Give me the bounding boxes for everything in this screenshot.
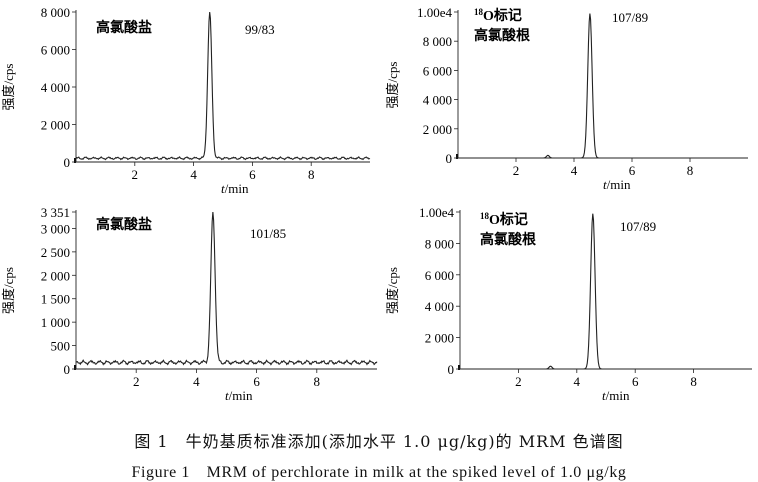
y-tick-label: 8 000 (41, 5, 70, 20)
transition-label: 101/85 (250, 226, 286, 241)
chart-panel: 2 4 6 8 0 2 000 4 000 6 000 8 000 高氯酸盐 99/83 t/min 强… (1, 5, 371, 196)
x-tick-label: 8 (308, 167, 315, 182)
transition-label: 107/89 (612, 10, 648, 25)
x-axis-label-symbol: t (221, 181, 225, 196)
x-axis-label-unit: /min (229, 388, 253, 403)
x-tick-label: 4 (190, 167, 197, 182)
x-tick-label: 8 (314, 374, 321, 389)
y-tick-label: 500 (51, 339, 71, 354)
x-tick-label: 8 (687, 163, 694, 178)
chart-panel: 2 4 6 8 0 2 000 4 000 6 000 8 000 1.00e4 18O标记高氯酸根… (385, 205, 752, 403)
x-axis-label: t/min (603, 177, 631, 192)
y-tick-label: 2 000 (425, 331, 454, 346)
y-tick-label: 0 (446, 151, 453, 166)
chromatogram-trace (75, 11, 371, 161)
y-tick-label: 1 500 (41, 292, 70, 307)
axis-origin-mark (74, 365, 76, 370)
chromatogram-trace (75, 211, 378, 366)
panel-label: 高氯酸盐 (96, 19, 152, 36)
x-tick-label: 2 (515, 374, 522, 389)
isotope-element: O (483, 9, 494, 24)
transition-label: 99/83 (245, 22, 275, 37)
x-tick-label: 6 (249, 167, 256, 182)
axis-origin-mark (458, 365, 460, 370)
y-axis-label: 强度/cps (385, 267, 400, 314)
y-tick-label: 2 000 (41, 268, 70, 283)
y-tick-label: 3 000 (41, 221, 70, 236)
panel-label: 高氯酸盐 (96, 216, 152, 233)
x-tick-label: 8 (690, 374, 697, 389)
x-tick-label: 2 (513, 163, 520, 178)
x-tick-label: 6 (629, 163, 636, 178)
y-axis-label: 强度/cps (385, 62, 400, 109)
y-tick-label: 4 000 (41, 80, 70, 95)
isotope-superscript: 18 (474, 7, 484, 17)
y-axis-label: 强度/cps (1, 64, 16, 111)
panel-label-line2: 高氯酸根 (480, 231, 537, 248)
x-axis-label-unit: /min (607, 177, 631, 192)
y-tick-label: 1 000 (41, 315, 70, 330)
x-tick-label: 2 (133, 374, 140, 389)
y-tick-label: 0 (64, 362, 71, 377)
panel-label: 18O标记 (480, 211, 528, 228)
y-tick-label: 4 000 (423, 93, 452, 108)
x-tick-label: 4 (571, 163, 578, 178)
panel-label-line2: 高氯酸根 (474, 27, 531, 44)
x-tick-label: 2 (132, 167, 139, 182)
y-tick-label: 0 (64, 155, 71, 170)
x-axis-label: t/min (225, 388, 253, 403)
y-tick-label: 8 000 (423, 34, 452, 49)
y-axis-label: 强度/cps (1, 267, 16, 314)
x-tick-label: 4 (193, 374, 200, 389)
x-axis-label-symbol: t (602, 388, 606, 403)
x-axis-label-unit: /min (225, 181, 249, 196)
x-axis-label-symbol: t (603, 177, 607, 192)
x-tick-label: 6 (253, 374, 260, 389)
chromatogram-trace (458, 13, 748, 159)
isotope-superscript: 18 (480, 211, 490, 221)
panel-label: 18O标记 (474, 7, 522, 24)
x-tick-label: 6 (632, 374, 639, 389)
y-tick-label: 6 000 (41, 43, 70, 58)
panel-label-text: 标记 (493, 7, 522, 24)
isotope-element: O (489, 213, 500, 228)
y-tick-label: 4 000 (425, 299, 454, 314)
y-tick-label: 1.00e4 (417, 5, 453, 20)
panel-label-text: 标记 (499, 211, 528, 228)
y-tick-label: 6 000 (423, 63, 452, 78)
transition-label: 107/89 (620, 219, 656, 234)
y-tick-label: 1.00e4 (419, 205, 455, 220)
y-tick-label: 2 000 (423, 122, 452, 137)
y-tick-label: 2 000 (41, 118, 70, 133)
chart-panel: 2 4 6 8 0 2 000 4 000 6 000 8 000 1.00e4 18O标记高氯酸根… (385, 5, 748, 192)
x-axis-label-unit: /min (606, 388, 630, 403)
y-tick-label: 3 351 (41, 205, 70, 220)
y-tick-label: 2 500 (41, 245, 70, 260)
x-axis-label: t/min (602, 388, 630, 403)
x-axis-label: t/min (221, 181, 249, 196)
y-tick-label: 8 000 (425, 236, 454, 251)
caption-chinese: 图 1 牛奶基质标准添加(添加水平 1.0 μg/kg)的 MRM 色谱图 (134, 432, 624, 451)
y-tick-label: 0 (448, 362, 455, 377)
axis-origin-mark (456, 154, 458, 159)
caption-english: Figure 1 MRM of perchlorate in milk at t… (131, 464, 627, 481)
x-axis-label-symbol: t (225, 388, 229, 403)
chromatogram-trace (460, 213, 752, 370)
y-tick-label: 6 000 (425, 268, 454, 283)
axis-origin-mark (74, 158, 76, 163)
x-tick-label: 4 (574, 374, 581, 389)
